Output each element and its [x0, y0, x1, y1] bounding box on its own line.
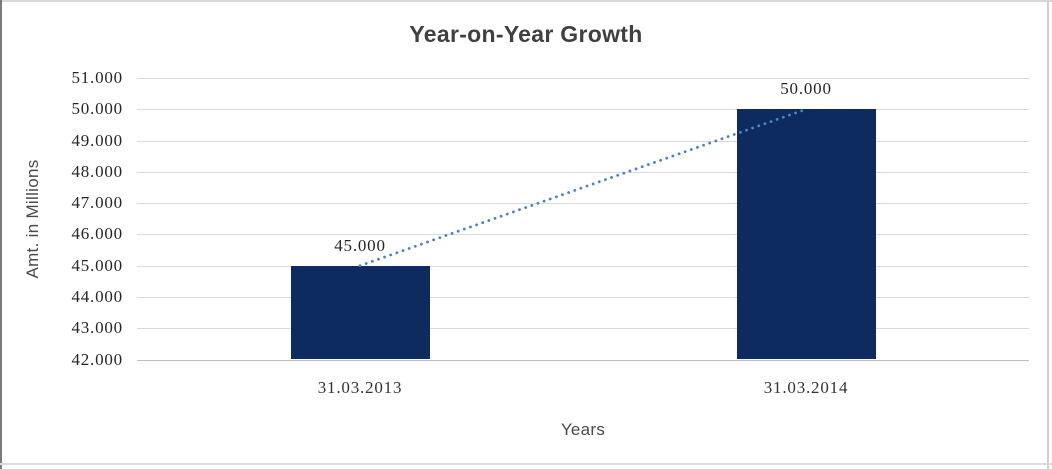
y-tick-label: 46.000	[71, 224, 123, 244]
gridline	[137, 328, 1029, 330]
bar-31.03.2014	[736, 109, 876, 360]
gridline	[137, 265, 1029, 267]
x-tick-label: 31.03.2013	[317, 378, 403, 397]
gridline	[137, 140, 1029, 142]
frame-border-top	[0, 0, 1052, 2]
x-axis-title: Years	[560, 420, 606, 439]
y-tick-label: 44.000	[71, 286, 123, 306]
gridline	[137, 296, 1029, 298]
y-tick-label: 45.000	[71, 255, 123, 275]
gridline	[137, 234, 1029, 236]
y-tick-label: 47.000	[71, 193, 123, 213]
frame-border-right	[1047, 0, 1049, 469]
bar-value-label: 45.000	[334, 235, 386, 255]
gridline	[137, 203, 1029, 205]
frame-border-left	[0, 0, 2, 469]
gridline	[137, 171, 1029, 173]
gridline	[137, 109, 1029, 111]
bar-31.03.2013	[290, 265, 430, 360]
y-tick-label: 43.000	[71, 318, 123, 338]
chart-title: Year-on-Year Growth	[409, 21, 643, 47]
y-tick-label: 48.000	[71, 161, 123, 181]
y-tick-label: 51.000	[71, 68, 123, 87]
y-tick-label: 49.000	[71, 130, 123, 150]
gridline	[137, 78, 1029, 79]
trendline	[358, 107, 808, 268]
bar-value-label: 50.000	[780, 79, 832, 99]
frame-border-bottom	[0, 463, 1052, 465]
y-tick-label: 42.000	[71, 349, 123, 369]
x-tick-label: 31.03.2014	[763, 378, 849, 397]
y-axis-title: Amt. in Millions	[23, 159, 42, 279]
plot-area: 45.000 50.000	[137, 78, 1029, 361]
x-axis-line	[137, 359, 1029, 361]
y-tick-label: 50.000	[71, 99, 123, 119]
